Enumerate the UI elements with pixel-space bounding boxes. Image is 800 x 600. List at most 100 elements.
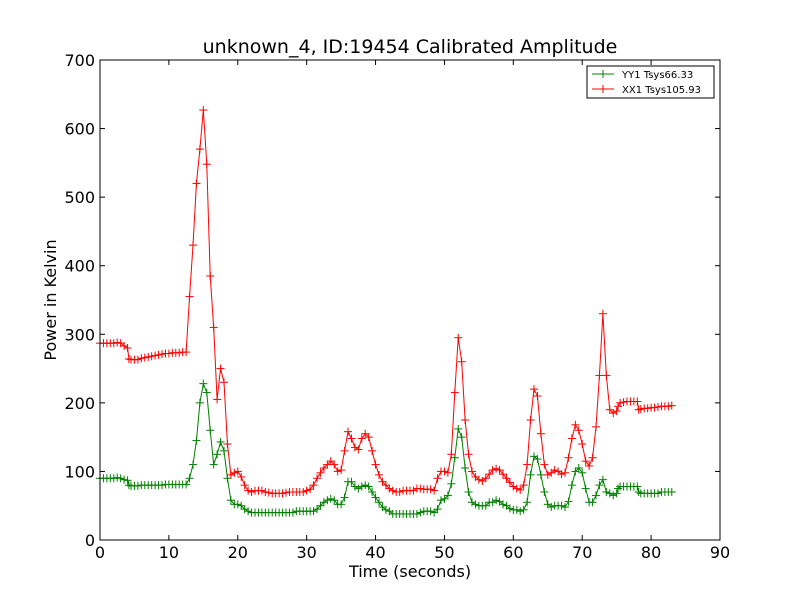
- data-point-marker: [216, 437, 225, 446]
- x-tick-label: 70: [572, 543, 592, 562]
- data-point-marker: [371, 460, 380, 469]
- data-point-marker: [505, 478, 514, 487]
- data-point-marker: [113, 338, 122, 347]
- data-point-marker: [512, 505, 521, 514]
- data-point-marker: [533, 392, 542, 400]
- data-point-marker: [347, 477, 356, 486]
- data-point-marker: [633, 482, 642, 491]
- data-point-marker: [585, 461, 594, 470]
- data-point-marker: [368, 488, 377, 496]
- data-point-marker: [440, 494, 449, 503]
- data-point-marker: [634, 488, 643, 496]
- data-point-marker: [454, 424, 463, 433]
- data-point-marker: [371, 493, 380, 502]
- data-point-marker: [316, 501, 325, 510]
- data-point-marker: [602, 488, 611, 496]
- data-point-marker: [505, 504, 514, 513]
- data-point-marker: [447, 450, 456, 459]
- data-point-marker: [526, 416, 535, 424]
- data-point-marker: [244, 507, 253, 516]
- data-point-marker: [426, 485, 435, 494]
- data-point-marker: [443, 491, 452, 500]
- data-point-marker: [189, 460, 197, 469]
- data-point-marker: [158, 350, 166, 359]
- data-point-marker: [233, 500, 242, 509]
- data-point-marker: [368, 446, 377, 455]
- data-point-marker: [213, 450, 222, 459]
- data-point-marker: [485, 470, 494, 479]
- data-point-marker: [488, 466, 497, 475]
- data-point-marker: [540, 460, 549, 469]
- data-point-marker: [192, 436, 201, 445]
- data-point-marker: [209, 323, 218, 332]
- data-point-marker: [561, 503, 569, 512]
- data-point-marker: [230, 468, 239, 477]
- data-point-marker: [433, 474, 442, 483]
- data-point-marker: [643, 404, 652, 413]
- data-point-marker: [306, 485, 315, 494]
- data-point-marker: [636, 405, 645, 414]
- y-tick-label: 300: [64, 325, 95, 344]
- data-point-marker: [120, 341, 129, 350]
- data-point-marker: [240, 505, 249, 514]
- data-point-marker: [209, 460, 218, 469]
- data-point-marker: [216, 364, 225, 373]
- data-point-marker: [206, 272, 215, 280]
- data-point-marker: [319, 498, 328, 507]
- data-point-marker: [364, 482, 373, 491]
- data-point-marker: [437, 496, 445, 505]
- legend-label: XX1 Tsys105.93: [622, 85, 701, 96]
- data-point-marker: [588, 498, 597, 507]
- data-point-marker: [213, 395, 222, 404]
- data-point-marker: [299, 488, 308, 496]
- data-point-marker: [192, 179, 201, 188]
- data-point-marker: [182, 480, 191, 489]
- data-point-marker: [654, 489, 662, 498]
- data-point-marker: [512, 484, 521, 493]
- data-point-marker: [502, 474, 511, 483]
- data-point-marker: [244, 486, 253, 495]
- data-point-marker: [581, 484, 590, 493]
- data-point-marker: [533, 455, 542, 464]
- data-point-marker: [667, 488, 676, 496]
- data-point-marker: [523, 460, 532, 469]
- data-point-marker: [481, 474, 490, 483]
- data-point-marker: [113, 473, 122, 482]
- data-point-marker: [592, 422, 600, 431]
- data-point-marker: [667, 401, 676, 410]
- data-point-marker: [416, 484, 425, 493]
- data-point-marker: [516, 507, 525, 516]
- data-point-marker: [440, 467, 449, 476]
- data-point-marker: [199, 379, 208, 388]
- data-point-marker: [616, 398, 625, 407]
- data-point-marker: [164, 349, 173, 358]
- data-point-marker: [220, 446, 228, 455]
- data-point-marker: [412, 509, 421, 518]
- axis-ticks: 0 10 20 30 40 50 60 70 80 90 0 100 200 300 400 500 600 70…: [64, 51, 730, 562]
- data-point-marker: [237, 501, 246, 510]
- x-tick-label: 20: [228, 543, 248, 562]
- data-point-marker: [516, 485, 525, 494]
- data-point-marker: [468, 467, 476, 476]
- data-point-marker: [147, 352, 156, 361]
- data-point-marker: [614, 484, 623, 493]
- legend-entry: XX1 Tsys105.93: [592, 85, 701, 96]
- x-axis-label: Time (seconds): [348, 562, 471, 581]
- data-point-marker: [123, 476, 132, 485]
- data-point-marker: [247, 488, 256, 496]
- data-point-marker: [333, 467, 342, 476]
- data-point-marker: [654, 402, 662, 411]
- x-tick-label: 80: [641, 543, 661, 562]
- data-point-marker: [433, 505, 442, 514]
- data-point-marker: [202, 160, 211, 169]
- y-tick-label: 600: [64, 120, 95, 139]
- data-point-marker: [461, 464, 470, 472]
- data-point-marker: [195, 398, 204, 407]
- data-point-marker: [313, 474, 321, 483]
- y-tick-label: 500: [64, 188, 95, 207]
- data-point-marker: [650, 403, 659, 412]
- data-point-marker: [564, 497, 573, 506]
- data-point-marker: [488, 498, 497, 507]
